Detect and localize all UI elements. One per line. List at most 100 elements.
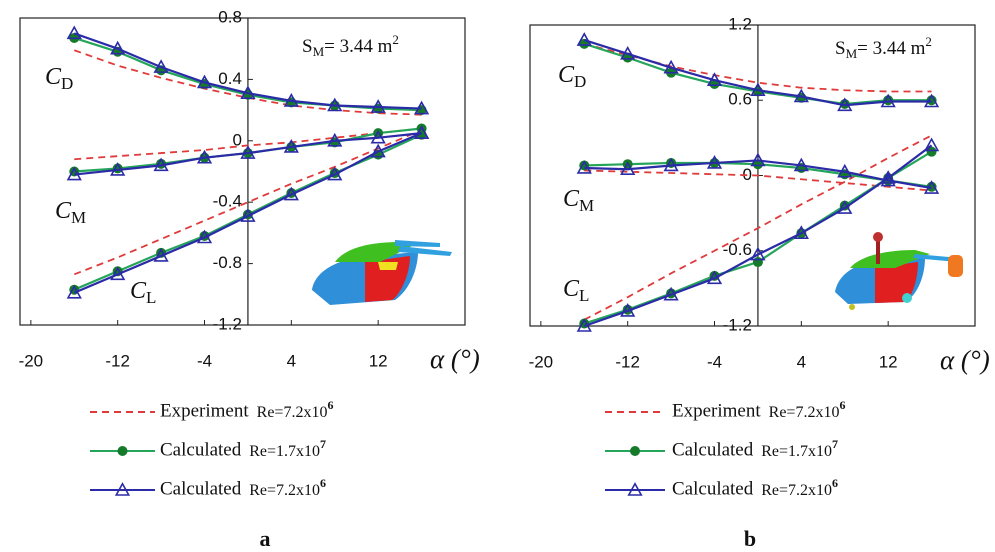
legend-re: Re=1.7x107 <box>761 437 838 460</box>
legend-re: Re=7.2x106 <box>249 476 326 499</box>
marker <box>620 303 636 317</box>
marker <box>413 125 430 139</box>
marker <box>240 85 256 100</box>
marker <box>706 72 723 86</box>
marker <box>926 146 937 157</box>
legend-re: Re=7.2x106 <box>257 398 334 421</box>
series-line <box>583 144 933 328</box>
marker <box>620 161 636 176</box>
area-label: SM= 3.44 m2 <box>302 32 399 59</box>
marker <box>196 149 213 164</box>
marker <box>283 139 299 153</box>
area-subscript: M <box>313 44 325 59</box>
x-tick-label: 12 <box>879 352 898 371</box>
x-tick-label: -12 <box>105 351 130 370</box>
marker <box>663 157 679 172</box>
y-tick-label: 0 <box>232 130 241 149</box>
marker <box>793 157 809 172</box>
curve-label-subscript: D <box>574 72 586 91</box>
x-tick-label: 4 <box>797 352 806 371</box>
legend-marker <box>630 446 640 456</box>
legend-re-base: Re=7.2x10 <box>761 482 832 499</box>
plot-frame <box>19 17 466 326</box>
x-tick-label: -20 <box>19 351 44 370</box>
marker <box>370 129 386 144</box>
marker <box>793 88 809 103</box>
y-tick-label: -0.8 <box>213 253 242 272</box>
legend-label: Experiment <box>160 400 249 421</box>
series-line <box>584 169 932 192</box>
panel-caption: b <box>744 526 756 551</box>
legend-marker <box>117 446 128 456</box>
y-tick-label: 0.4 <box>218 69 242 88</box>
marker <box>620 45 636 60</box>
series-line <box>73 129 422 276</box>
series-line <box>74 132 422 176</box>
legend-re-exponent: 6 <box>327 398 333 412</box>
area-value: = 3.44 m <box>324 36 392 57</box>
marker <box>752 257 763 268</box>
marker <box>196 229 213 244</box>
marker <box>327 97 343 112</box>
curve-label-subscript: M <box>579 196 594 215</box>
marker <box>793 225 809 239</box>
legend-label: Calculated <box>672 439 754 460</box>
marker <box>926 181 937 192</box>
marker <box>370 143 386 158</box>
area-symbol: S <box>302 36 313 57</box>
y-tick-label: 0.8 <box>218 7 242 26</box>
series-line <box>584 42 932 93</box>
y-tick-label: -1.2 <box>213 314 242 333</box>
area-superscript: 2 <box>925 34 932 49</box>
x-tick-label: -20 <box>529 352 554 371</box>
marker <box>663 59 679 74</box>
x-tick-label: -4 <box>197 351 212 370</box>
series-line <box>583 39 932 107</box>
legend-re-exponent: 7 <box>832 437 838 451</box>
marker <box>880 170 896 184</box>
y-tick-label: -1.2 <box>723 315 752 334</box>
y-tick-label: -0.6 <box>723 240 752 259</box>
area-superscript: 2 <box>392 32 399 47</box>
marker <box>327 132 343 147</box>
marker <box>413 100 430 115</box>
curve-label-symbol: C <box>130 278 147 304</box>
marker <box>576 318 592 332</box>
marker <box>153 248 169 262</box>
marker <box>750 152 766 167</box>
x-tick-label: -4 <box>707 352 722 371</box>
marker <box>837 200 853 214</box>
marker <box>110 162 126 176</box>
marker <box>837 97 853 112</box>
curve-label-subscript: D <box>61 74 73 93</box>
helicopter-model <box>312 240 452 305</box>
legend-label: Calculated <box>160 439 242 460</box>
curve-label-subscript: L <box>146 288 156 307</box>
curve-label-symbol: C <box>563 276 580 302</box>
curve-label-symbol: C <box>55 198 72 224</box>
helicopter-model <box>835 232 963 310</box>
marker <box>240 145 256 159</box>
legend-re-exponent: 6 <box>832 476 838 490</box>
y-tick-label: 1.2 <box>728 14 752 33</box>
marker <box>839 200 850 211</box>
y-tick-label: -0.4 <box>213 192 242 211</box>
y-tick-label: 0.6 <box>728 90 752 109</box>
marker <box>66 25 82 40</box>
area-label: SM= 3.44 m2 <box>835 34 932 61</box>
curve-label-subscript: M <box>71 208 86 227</box>
panel-caption: a <box>260 526 271 551</box>
marker <box>923 93 940 108</box>
marker <box>110 40 126 55</box>
marker <box>663 286 679 301</box>
marker <box>240 208 256 222</box>
x-axis-label: α (°) <box>430 344 480 374</box>
marker <box>839 99 850 110</box>
curve-label-symbol: C <box>45 64 62 90</box>
curve-label: CM <box>55 198 86 227</box>
marker <box>923 137 940 152</box>
curve-label: CM <box>563 186 594 215</box>
legend-label: Calculated <box>160 478 242 499</box>
x-tick-label: -12 <box>615 352 640 371</box>
